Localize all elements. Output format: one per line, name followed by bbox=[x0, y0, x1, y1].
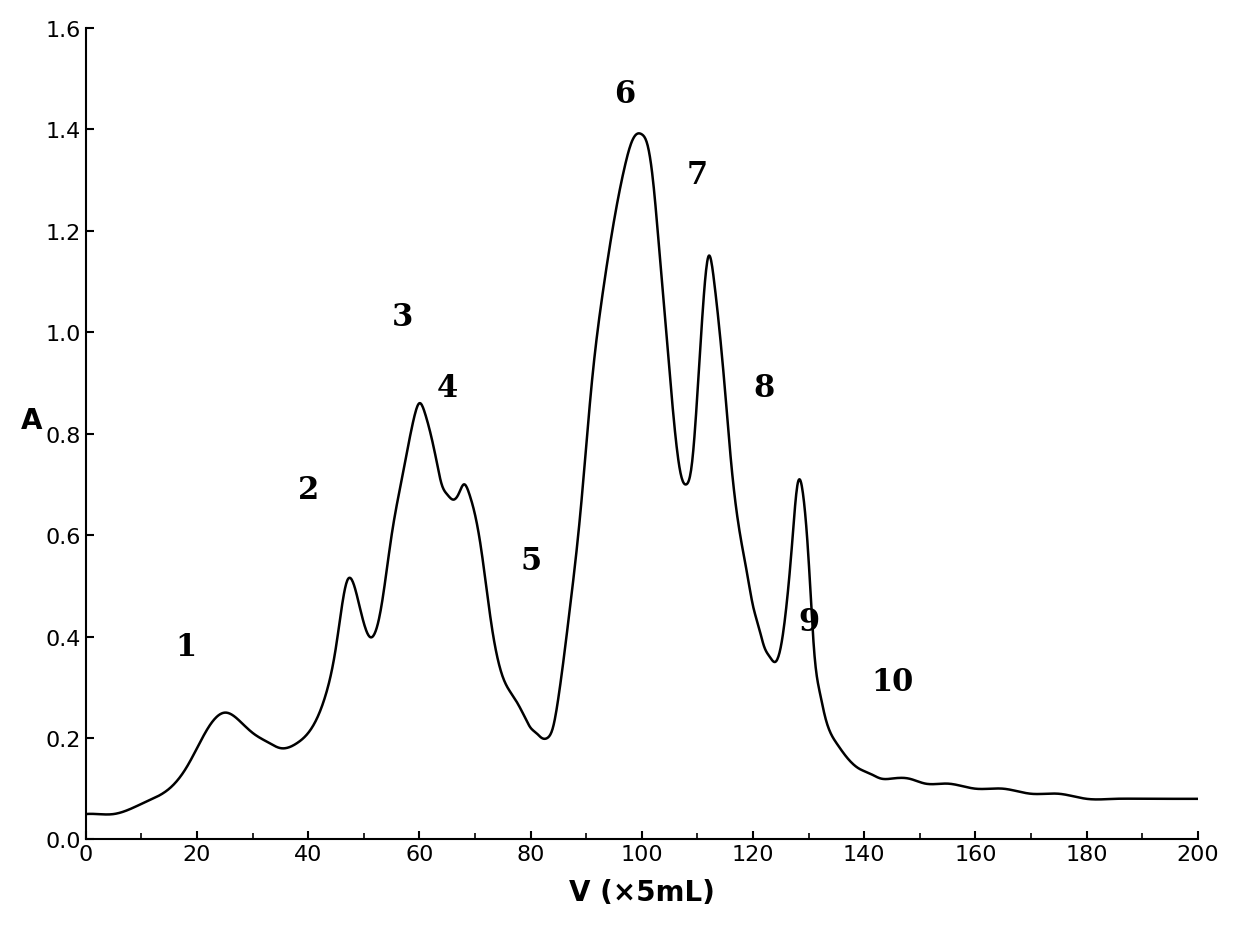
Text: 1: 1 bbox=[175, 631, 196, 662]
Text: 9: 9 bbox=[799, 606, 820, 637]
Text: 6: 6 bbox=[615, 79, 636, 110]
Y-axis label: A: A bbox=[21, 406, 42, 434]
Text: 7: 7 bbox=[687, 160, 708, 191]
Text: 3: 3 bbox=[392, 302, 413, 333]
Text: 2: 2 bbox=[298, 474, 319, 505]
Text: 10: 10 bbox=[870, 667, 913, 698]
X-axis label: V (×5mL): V (×5mL) bbox=[569, 878, 714, 907]
Text: 8: 8 bbox=[754, 373, 775, 404]
Text: 5: 5 bbox=[520, 545, 541, 576]
Text: 4: 4 bbox=[436, 373, 458, 404]
